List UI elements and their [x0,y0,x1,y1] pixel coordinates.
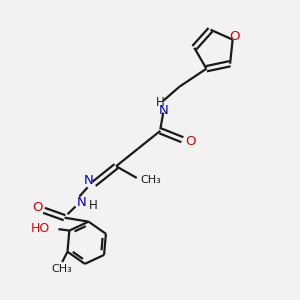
Text: N: N [76,196,86,209]
Text: CH₃: CH₃ [140,175,161,185]
Text: HO: HO [31,222,50,235]
Text: O: O [229,30,239,43]
Text: CH₃: CH₃ [52,264,73,274]
Text: O: O [185,135,196,148]
Text: N: N [158,104,168,117]
Text: N: N [84,174,94,188]
Text: O: O [32,201,43,214]
Text: H: H [89,199,98,212]
Text: H: H [156,96,165,110]
